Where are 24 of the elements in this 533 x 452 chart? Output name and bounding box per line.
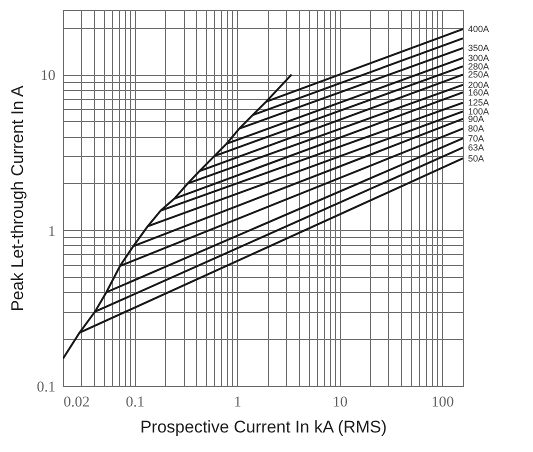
- series-label: 300A: [468, 52, 490, 63]
- series-label: 400A: [468, 24, 490, 34]
- series-label: 280A: [468, 61, 490, 72]
- series-label: 63A: [468, 142, 484, 153]
- series-label: 125A: [468, 98, 490, 108]
- x-tick-label: 1: [234, 394, 242, 410]
- series-label: 80A: [468, 124, 484, 134]
- y-tick-label: 0.1: [36, 380, 56, 396]
- series-label: 250A: [468, 70, 490, 80]
- text: 0.02: [64, 394, 90, 410]
- x-axis-title: Prospective Current In kA (RMS): [140, 418, 387, 436]
- y-tick-label: 1: [48, 224, 56, 240]
- series-label: 160A: [468, 87, 490, 98]
- x-tick-label: 0.1: [126, 394, 145, 410]
- y-tick-label: 10: [40, 68, 56, 84]
- series-label: 50A: [468, 153, 484, 164]
- series-label: 200A: [468, 80, 490, 90]
- x-tick-label: 10: [332, 394, 348, 410]
- series-label: 70A: [468, 133, 484, 144]
- series-label: 90A: [468, 114, 484, 124]
- y-axis-title: Peak Let-through Current In A: [8, 84, 27, 312]
- x-tick-label: 100: [431, 394, 454, 410]
- series-label: 350A: [468, 43, 490, 54]
- series-label: 100A: [468, 106, 490, 116]
